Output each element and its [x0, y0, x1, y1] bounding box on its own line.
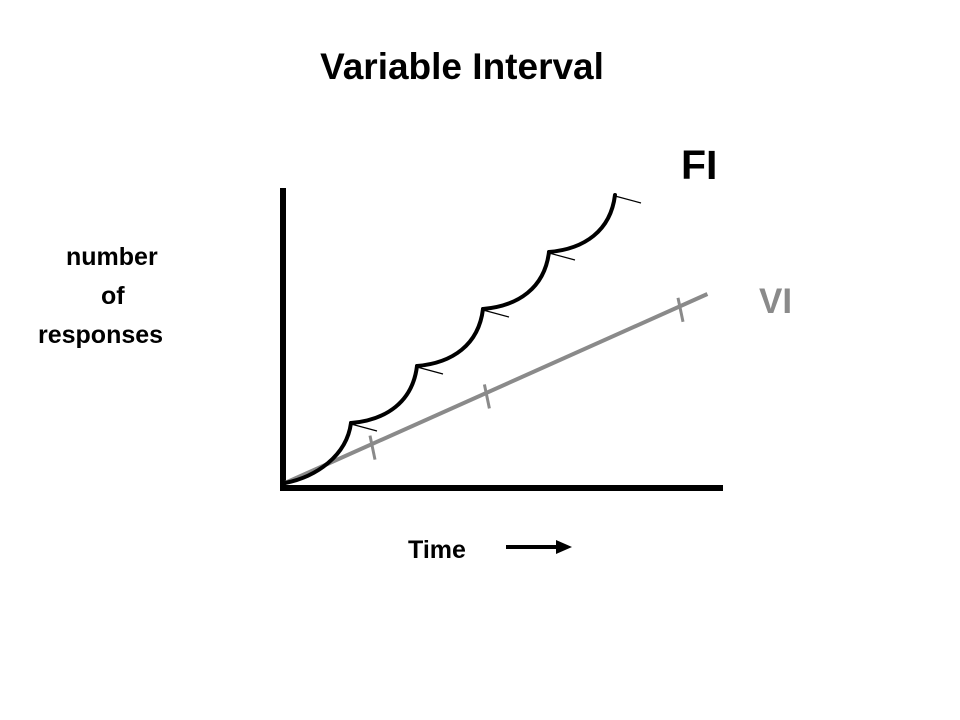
fi-series [283, 193, 642, 485]
right-arrow-icon [506, 540, 572, 554]
vi-series-line [284, 292, 709, 485]
fi-scallop [481, 250, 551, 311]
vi-reinforcement-mark [676, 297, 685, 323]
y-axis-label-line: of [101, 282, 125, 310]
fi-scallop [349, 364, 419, 425]
vi-series [284, 292, 709, 485]
x-axis-label: Time [408, 536, 466, 564]
series-label-vi: VI [759, 282, 793, 321]
vi-reinforcement-mark [482, 384, 491, 409]
vi-reinforcement-mark [368, 435, 377, 460]
fi-reinforcement-mark [482, 309, 510, 318]
fi-reinforcement-mark [548, 252, 576, 261]
fi-scallop [283, 421, 353, 485]
fi-reinforcement-mark [416, 366, 444, 375]
chart-title: Variable Interval [320, 46, 604, 87]
fi-scallop [547, 193, 617, 254]
y-axis-label-line: responses [38, 321, 164, 349]
fi-reinforcement-mark [350, 423, 378, 432]
axes [280, 188, 723, 491]
y-axis-label: number of responses [30, 238, 210, 355]
fi-reinforcement-mark [614, 195, 642, 204]
y-axis-label-line: number [66, 243, 158, 271]
fi-scallop [415, 307, 485, 368]
series-label-fi: FI [681, 142, 718, 188]
